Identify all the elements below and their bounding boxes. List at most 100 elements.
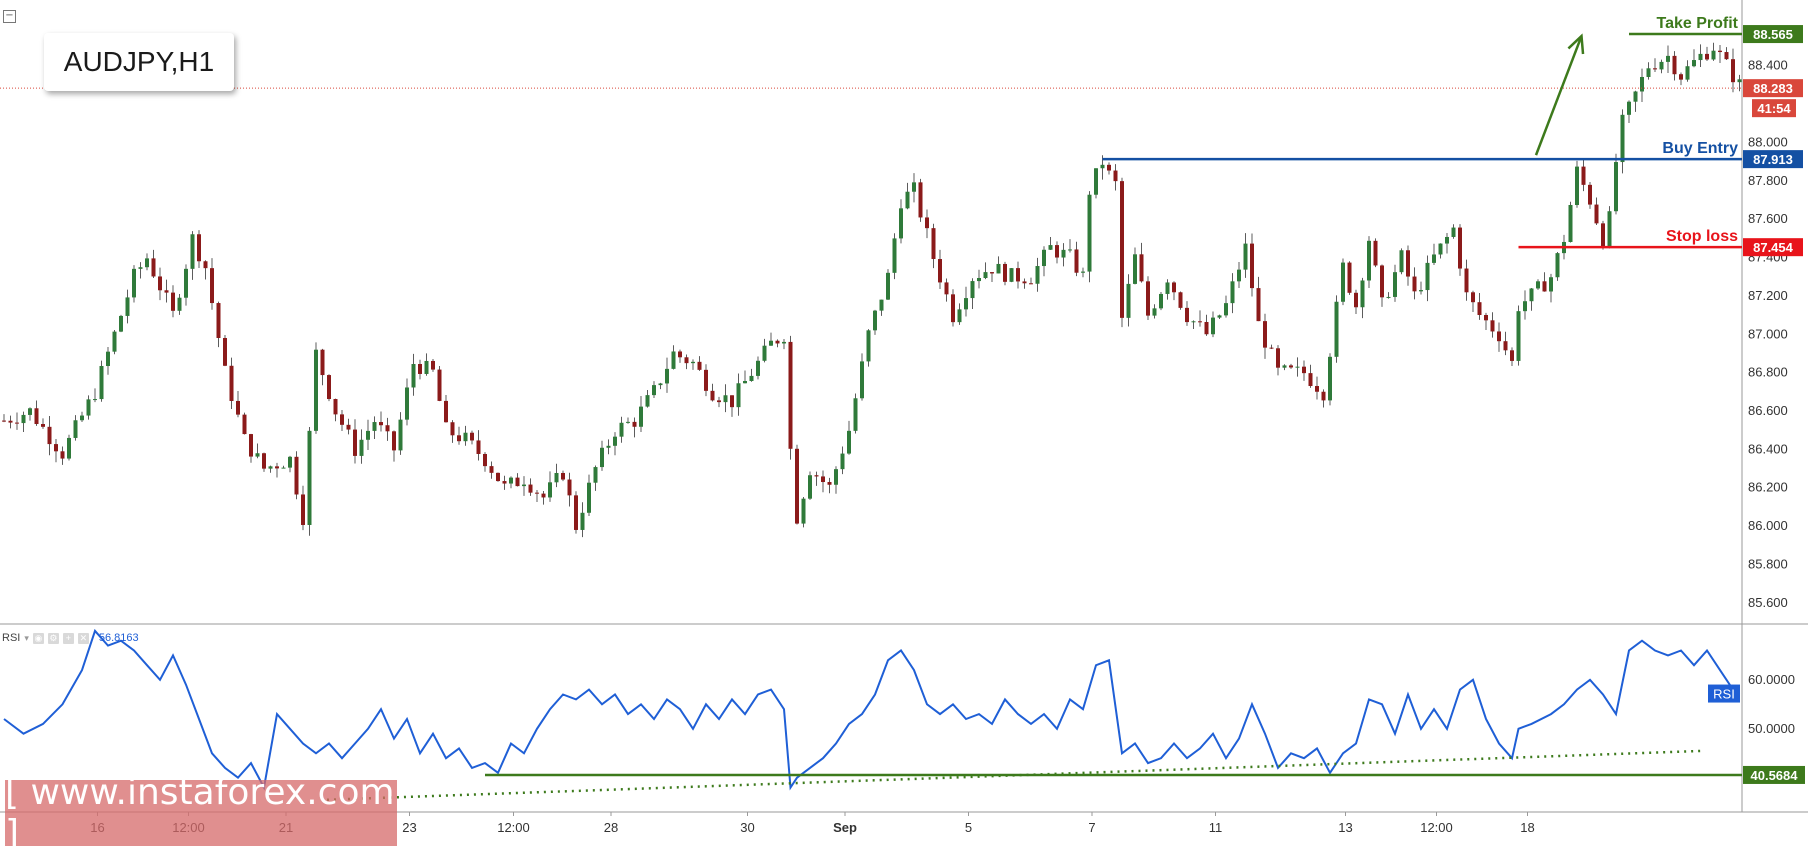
candle-body <box>574 495 578 530</box>
candle-body <box>1555 253 1560 278</box>
visibility-icon[interactable]: ◉ <box>32 632 44 644</box>
candle-body <box>1139 254 1144 282</box>
candle-body <box>645 395 650 407</box>
candle-body <box>1614 162 1618 212</box>
candle-body <box>255 453 260 457</box>
candle-body <box>418 364 422 374</box>
candle-body <box>886 272 890 300</box>
candle-body <box>21 414 26 424</box>
price-tick-label: 85.800 <box>1748 556 1788 571</box>
candle-body <box>912 182 916 192</box>
candle-body <box>249 434 253 457</box>
candle-body <box>587 482 591 513</box>
candle-body <box>1731 59 1735 83</box>
candle-body <box>262 453 266 469</box>
candle-body <box>626 421 630 423</box>
candle-body <box>431 360 435 370</box>
settings-icon[interactable]: ⚙ <box>47 632 59 644</box>
time-tick-label: 5 <box>965 820 972 835</box>
candle-body <box>281 467 286 469</box>
price-tick-label: 88.000 <box>1748 134 1788 149</box>
candle-body <box>509 477 513 484</box>
candle-body <box>1666 55 1670 62</box>
candle-body <box>1412 276 1417 292</box>
countdown-tag <box>1752 99 1796 118</box>
candle-body <box>827 482 832 485</box>
candle-body <box>1276 348 1280 368</box>
candle-body <box>1003 263 1007 282</box>
candle-body <box>951 294 955 323</box>
candle-body <box>1061 249 1066 258</box>
candle-body <box>632 421 637 427</box>
candle-body <box>515 477 520 487</box>
candle-body <box>8 420 13 423</box>
candle-body <box>1406 250 1410 277</box>
candle-body <box>762 345 767 361</box>
candle-body <box>879 299 884 311</box>
candle-body <box>80 415 84 421</box>
candle-body <box>866 330 871 362</box>
price-tick-label: 86.400 <box>1748 441 1788 456</box>
candle-body <box>1575 166 1579 205</box>
take-profit-label: Take Profit <box>1657 15 1739 32</box>
remove-icon[interactable]: ✕ <box>77 632 89 644</box>
candle-body <box>288 456 292 468</box>
candle-body <box>1601 223 1605 247</box>
candle-body <box>1334 301 1339 357</box>
candle-body <box>847 430 851 454</box>
candle-body <box>743 381 747 384</box>
collapse-icon[interactable]: − <box>3 10 16 23</box>
rsi-dropdown-icon[interactable]: ▾ <box>24 632 29 643</box>
rsi-axis-tag-label: RSI <box>1713 687 1735 702</box>
candle-body <box>392 431 396 451</box>
candle-body <box>1523 301 1527 312</box>
candle-body <box>138 267 143 269</box>
candle-body <box>307 430 312 525</box>
candle-body <box>1711 50 1716 60</box>
rsi-trendline <box>326 749 1706 802</box>
candle-body <box>710 390 715 401</box>
candle-body <box>164 290 169 293</box>
candle-body <box>359 439 364 456</box>
candle-body <box>1464 268 1469 293</box>
rsi-value: 56.8163 <box>98 632 139 644</box>
candle-body <box>1230 281 1235 304</box>
candle-body <box>1542 281 1547 292</box>
candle-body <box>1048 245 1053 250</box>
candle-body <box>834 469 838 485</box>
candle-body <box>1269 347 1274 349</box>
candle-body <box>1380 265 1384 298</box>
candle-body <box>1172 282 1176 293</box>
candle-body <box>593 467 598 483</box>
candle-body <box>1022 281 1027 284</box>
symbol-label: AUDJPY,H1 <box>44 33 234 91</box>
time-tick-label: Sep <box>833 820 857 835</box>
price-tick-label: 85.600 <box>1748 595 1788 610</box>
rsi-title: RSI <box>2 632 21 644</box>
rsi-header: RSI ▾ ◉ ⚙ + ✕ 56.8163 <box>2 632 139 644</box>
candle-body <box>1009 268 1014 282</box>
candle-body <box>1328 356 1332 401</box>
candle-body <box>54 444 58 452</box>
countdown-value: 41:54 <box>1757 101 1791 116</box>
rsi-support-value: 40.5684 <box>1751 768 1799 783</box>
candle-body <box>1386 296 1391 298</box>
price-tick-label: 88.400 <box>1748 58 1788 73</box>
candle-body <box>1692 60 1696 67</box>
candle-body <box>665 368 669 384</box>
time-tick-label: 18 <box>1520 820 1534 835</box>
add-icon[interactable]: + <box>62 632 74 644</box>
candle-body <box>1263 321 1267 348</box>
candle-body <box>1438 243 1443 255</box>
candle-body <box>73 420 78 438</box>
candle-body <box>41 424 45 427</box>
candle-body <box>580 512 585 530</box>
candle-body <box>15 422 19 424</box>
candle-body <box>483 453 487 467</box>
candle-body <box>782 341 786 344</box>
candle-body <box>1035 266 1040 284</box>
candle-body <box>970 281 975 299</box>
candle-body <box>892 238 897 273</box>
